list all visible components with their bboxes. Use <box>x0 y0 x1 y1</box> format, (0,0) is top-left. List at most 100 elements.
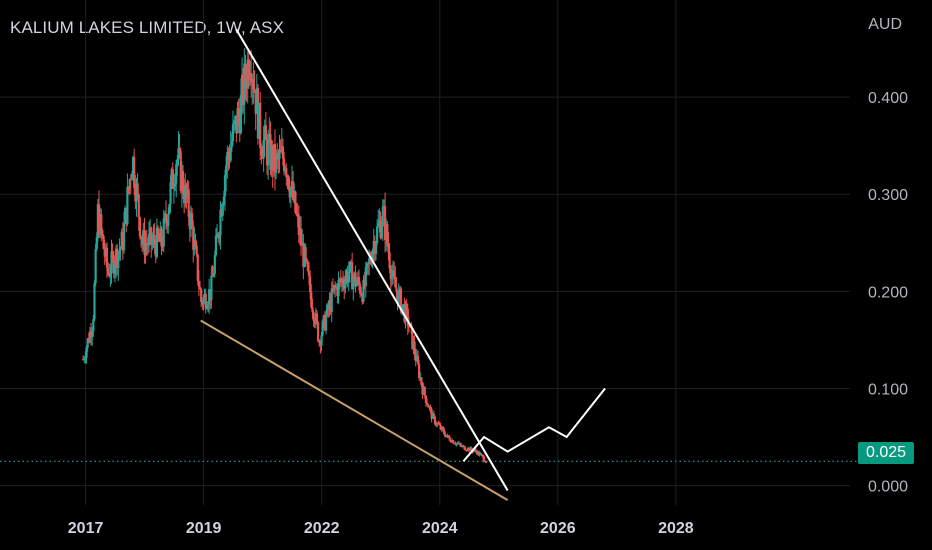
candle-body <box>265 139 269 166</box>
candle-body <box>239 94 243 134</box>
candle-body <box>205 307 208 309</box>
candle-body <box>398 288 401 291</box>
candle-body <box>277 154 280 160</box>
candle-body <box>84 357 87 360</box>
candle-body <box>452 440 455 444</box>
candle-body <box>197 281 201 288</box>
candle-body <box>95 236 98 250</box>
candle-body <box>188 216 191 230</box>
candle-body <box>432 413 435 417</box>
candle-body <box>104 247 107 257</box>
candle-body <box>457 443 460 445</box>
candle-body <box>292 181 295 200</box>
candle-body <box>240 74 244 95</box>
candle-body <box>376 226 379 243</box>
candle-body <box>268 134 271 141</box>
candle-body <box>213 255 216 274</box>
candle-body <box>329 300 332 312</box>
x-tick-label: 2024 <box>422 520 458 537</box>
candle-body <box>183 193 186 204</box>
candle-body <box>311 307 314 312</box>
candle-body <box>387 243 390 253</box>
candle-body <box>85 347 88 358</box>
candle-body <box>209 289 212 301</box>
candle-body <box>401 305 404 313</box>
candle-body <box>227 151 230 157</box>
candle-body <box>460 444 463 447</box>
candle-body <box>474 449 477 452</box>
candle-body <box>472 450 475 452</box>
x-tick-label: 2028 <box>658 520 694 537</box>
candle-body <box>248 73 252 80</box>
candle-body <box>455 443 458 445</box>
candle-body <box>458 443 462 445</box>
candle-body <box>393 270 396 277</box>
candle-body <box>445 436 448 438</box>
candle-body <box>361 294 364 302</box>
x-tick-label: 2026 <box>540 520 576 537</box>
candle-body <box>463 445 466 450</box>
price-axis[interactable]: 0.000 0.100 0.200 0.300 0.400 <box>868 90 908 495</box>
candle-body <box>86 338 89 348</box>
candle-body <box>204 293 207 309</box>
candle-body <box>344 278 347 289</box>
candle-body <box>101 230 104 236</box>
candle-body <box>372 241 375 252</box>
candle-body <box>416 355 420 364</box>
candle-body <box>279 150 282 152</box>
candle-body <box>447 435 450 438</box>
candle-body <box>478 451 481 456</box>
candle-body <box>113 266 117 274</box>
candle-body <box>419 377 422 379</box>
y-tick-label: 0.000 <box>868 479 908 496</box>
candle-body <box>144 242 147 255</box>
candle-body <box>337 280 340 297</box>
candle-body <box>161 246 164 248</box>
candle-body <box>228 156 231 161</box>
candle-body <box>327 304 330 310</box>
candle-body <box>313 320 316 324</box>
candle-body <box>203 293 206 298</box>
candle-body <box>158 237 161 242</box>
upper-trendline <box>235 28 509 491</box>
candle-body <box>129 179 132 181</box>
candle-body <box>126 186 129 224</box>
lower-trendline <box>200 319 509 502</box>
candle-body <box>437 423 440 425</box>
candle-body <box>456 443 459 445</box>
candle-body <box>246 59 249 89</box>
candle-body <box>111 251 114 256</box>
projection-path <box>462 387 606 462</box>
candle-body <box>134 187 137 202</box>
candle-body <box>273 144 277 173</box>
candle-body <box>318 341 321 343</box>
candle-body <box>320 335 323 346</box>
candle-body <box>189 213 193 230</box>
trendline-drawings[interactable] <box>200 28 606 502</box>
candle-body <box>259 102 262 149</box>
currency-label: AUD <box>868 16 902 33</box>
candle-body <box>100 214 103 231</box>
candle-body <box>118 250 121 253</box>
candle-body <box>364 267 367 287</box>
candle-body <box>97 204 101 235</box>
candle-body <box>309 276 312 292</box>
candle-body <box>421 385 424 395</box>
candle-body <box>166 220 169 226</box>
candle-body <box>128 179 131 190</box>
candle-body <box>109 273 112 277</box>
candle-body <box>448 437 451 441</box>
candle-body <box>424 395 428 403</box>
candle-body <box>119 247 122 251</box>
candle-body <box>461 445 464 447</box>
candles <box>82 48 488 463</box>
candle-body <box>202 297 205 305</box>
candle-body <box>357 276 361 285</box>
candle-body <box>315 313 319 323</box>
candle-body <box>250 73 253 83</box>
time-axis[interactable]: 2017 2019 2022 2024 2026 2028 <box>68 520 694 537</box>
candle-body <box>480 454 483 456</box>
candle-body <box>343 284 346 289</box>
candle-body <box>366 263 370 265</box>
